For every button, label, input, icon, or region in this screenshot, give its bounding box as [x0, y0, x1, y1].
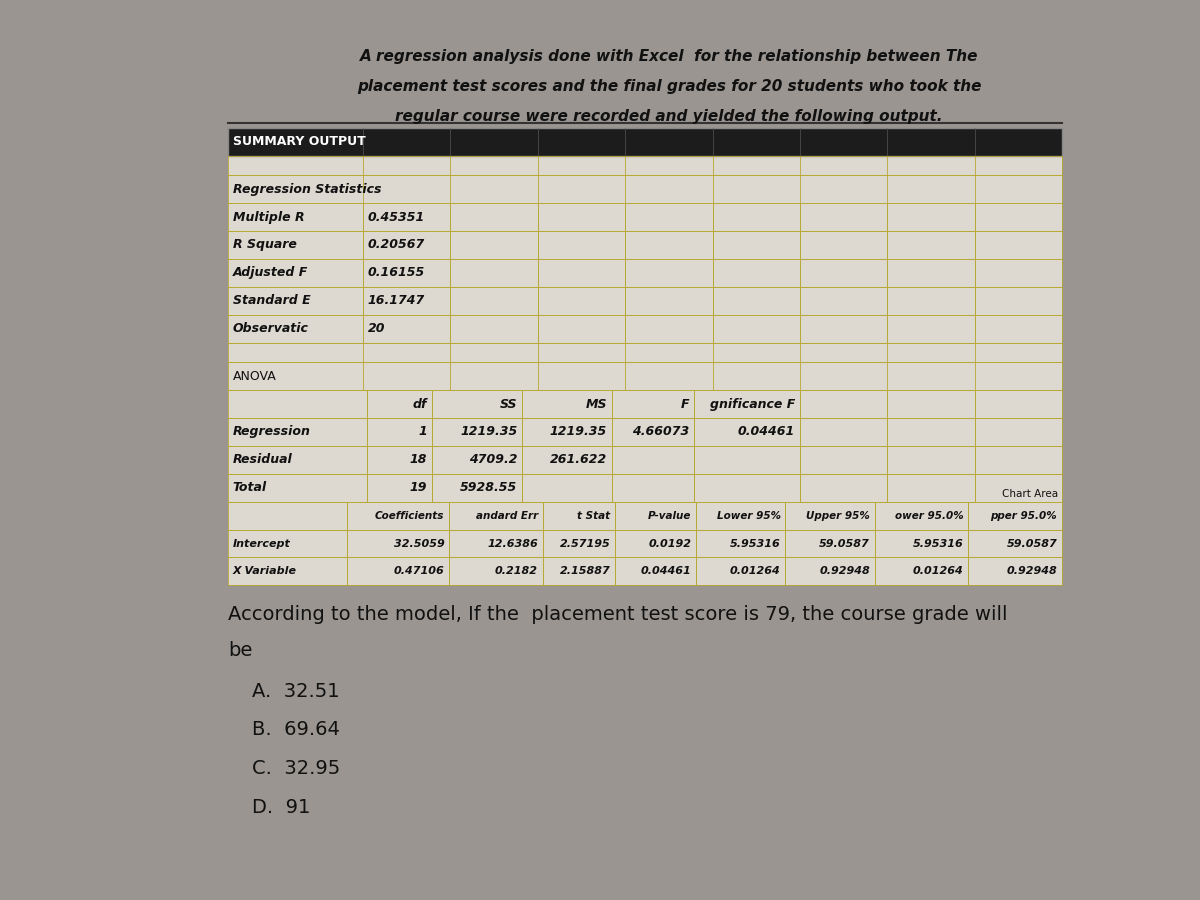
Text: placement test scores and the final grades for 20 students who took the: placement test scores and the final grad… [356, 79, 982, 94]
Text: SUMMARY OUTPUT: SUMMARY OUTPUT [233, 135, 366, 148]
Text: SS: SS [500, 398, 517, 410]
Text: MS: MS [586, 398, 607, 410]
Text: pper 95.0%: pper 95.0% [990, 510, 1057, 520]
Text: 59.0587: 59.0587 [1007, 538, 1057, 548]
Text: gnificance F: gnificance F [710, 398, 796, 410]
Text: 0.47106: 0.47106 [394, 566, 444, 576]
Text: 4709.2: 4709.2 [469, 454, 517, 466]
Text: A.  32.51: A. 32.51 [252, 681, 340, 701]
Text: 5928.55: 5928.55 [460, 482, 517, 494]
Text: Regression Statistics: Regression Statistics [233, 183, 382, 195]
Text: ower 95.0%: ower 95.0% [895, 510, 964, 520]
Text: Intercept: Intercept [233, 538, 290, 548]
Text: R Square: R Square [233, 238, 296, 251]
Text: 12.6386: 12.6386 [487, 538, 538, 548]
Text: Regression: Regression [233, 426, 311, 438]
Text: 0.04461: 0.04461 [738, 426, 796, 438]
Text: 1219.35: 1219.35 [460, 426, 517, 438]
Text: According to the model, If the  placement test score is 79, the course grade wil: According to the model, If the placement… [228, 605, 1008, 625]
Text: regular course were recorded and yielded the following output.: regular course were recorded and yielded… [395, 109, 943, 124]
Text: 2.57195: 2.57195 [559, 538, 611, 548]
Text: Multiple R: Multiple R [233, 211, 305, 223]
Text: C.  32.95: C. 32.95 [252, 759, 341, 778]
Text: 0.0192: 0.0192 [648, 538, 691, 548]
Text: 0.20567: 0.20567 [368, 238, 425, 251]
Text: be: be [228, 641, 252, 661]
Text: ANOVA: ANOVA [233, 370, 276, 382]
Text: 1219.35: 1219.35 [550, 426, 607, 438]
Text: D.  91: D. 91 [252, 797, 311, 817]
Text: 0.92948: 0.92948 [1007, 566, 1057, 576]
Text: 5.95316: 5.95316 [730, 538, 781, 548]
Text: 0.16155: 0.16155 [368, 266, 425, 279]
Text: 19: 19 [410, 482, 427, 494]
Text: A regression analysis done with Excel  for the relationship between The: A regression analysis done with Excel fo… [360, 50, 978, 65]
Text: 5.95316: 5.95316 [913, 538, 964, 548]
Text: 0.04461: 0.04461 [641, 566, 691, 576]
Text: Adjusted F: Adjusted F [233, 266, 308, 279]
Text: X Variable: X Variable [233, 566, 296, 576]
Text: 0.01264: 0.01264 [913, 566, 964, 576]
Text: B.  69.64: B. 69.64 [252, 720, 340, 740]
Text: Lower 95%: Lower 95% [716, 510, 781, 520]
Text: Standard E: Standard E [233, 294, 311, 307]
Text: 0.45351: 0.45351 [368, 211, 425, 223]
Text: Total: Total [233, 482, 266, 494]
Text: Chart Area: Chart Area [1002, 489, 1058, 499]
Text: Coefficients: Coefficients [376, 510, 444, 520]
Text: 4.66073: 4.66073 [631, 426, 689, 438]
Text: 18: 18 [410, 454, 427, 466]
Text: andard Err: andard Err [476, 510, 538, 520]
Text: F: F [680, 398, 689, 410]
Text: P-value: P-value [648, 510, 691, 520]
Text: t Stat: t Stat [577, 510, 611, 520]
Text: 0.2182: 0.2182 [496, 566, 538, 576]
Text: 59.0587: 59.0587 [820, 538, 870, 548]
Text: 1: 1 [419, 426, 427, 438]
Text: 0.92948: 0.92948 [820, 566, 870, 576]
Text: Observatic: Observatic [233, 322, 308, 335]
Text: 0.01264: 0.01264 [730, 566, 781, 576]
Text: df: df [413, 398, 427, 410]
Text: 20: 20 [368, 322, 385, 335]
Text: 16.1747: 16.1747 [368, 294, 425, 307]
Text: 2.15887: 2.15887 [559, 566, 611, 576]
Text: Upper 95%: Upper 95% [806, 510, 870, 520]
Text: 32.5059: 32.5059 [394, 538, 444, 548]
Text: 261.622: 261.622 [550, 454, 607, 466]
Text: Residual: Residual [233, 454, 293, 466]
